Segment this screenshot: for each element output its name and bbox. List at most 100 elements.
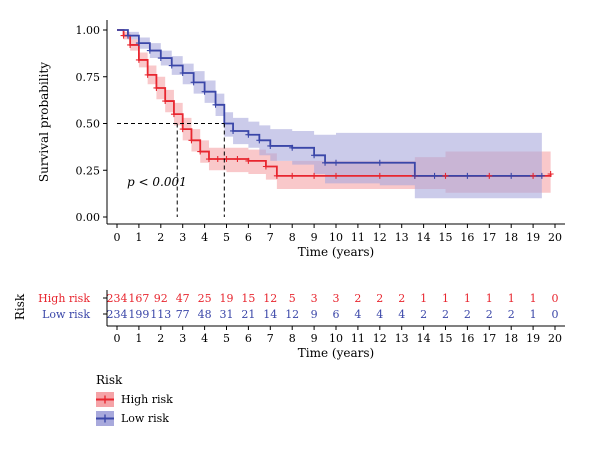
- censor-mark: [212, 101, 219, 108]
- risk-cell-high-risk: 47: [176, 292, 190, 305]
- risk-x-tick-label: 8: [289, 332, 296, 345]
- risk-cell-high-risk: 92: [154, 292, 168, 305]
- median-reference-lines: [117, 123, 225, 217]
- x-tick-label: 17: [482, 231, 496, 244]
- y-tick-label: 0.50: [76, 118, 101, 131]
- censor-mark: [322, 159, 329, 166]
- censor-mark: [486, 172, 493, 179]
- x-tick-label: 4: [201, 231, 208, 244]
- risk-cell-high-risk: 1: [530, 292, 537, 305]
- x-tick-label: 15: [439, 231, 453, 244]
- censor-mark: [273, 172, 280, 179]
- risk-x-tick-label: 11: [351, 332, 365, 345]
- risk-cell-high-risk: 234: [107, 292, 128, 305]
- y-axis-title: Survival probability: [37, 62, 51, 182]
- risk-x-tick-label: 16: [460, 332, 474, 345]
- risk-x-tick-label: 6: [245, 332, 252, 345]
- risk-cell-low-risk: 234: [107, 308, 128, 321]
- censor-mark: [179, 70, 186, 77]
- censor-mark: [179, 126, 186, 133]
- legend-label-high-risk: High risk: [121, 393, 173, 406]
- risk-cell-low-risk: 4: [376, 308, 383, 321]
- risk-cell-high-risk: 167: [128, 292, 149, 305]
- risk-cell-high-risk: 0: [552, 292, 559, 305]
- risk-cell-low-risk: 4: [354, 308, 361, 321]
- risk-cell-low-risk: 6: [333, 308, 340, 321]
- risk-x-tick-label: 7: [267, 332, 274, 345]
- x-tick-label: 9: [311, 231, 318, 244]
- risk-cell-high-risk: 1: [420, 292, 427, 305]
- risk-cell-high-risk: 2: [398, 292, 405, 305]
- risk-row-label-high: High risk: [38, 292, 90, 305]
- censor-mark: [188, 137, 195, 144]
- risk-cell-high-risk: 3: [333, 292, 340, 305]
- band-high-risk: [117, 30, 551, 193]
- censor-mark: [245, 157, 252, 164]
- risk-x-tick-label: 15: [439, 332, 453, 345]
- censor-mark: [245, 131, 252, 138]
- risk-cell-high-risk: 12: [263, 292, 277, 305]
- risk-x-ticks: 0 1 2 3 4 5 6 7 8 9 10 11 12 13 14 15 16 17 18 19 20: [103, 297, 562, 345]
- risk-cell-high-risk: 5: [289, 292, 296, 305]
- risk-cell-low-risk: 2: [508, 308, 515, 321]
- x-tick-label: 3: [179, 231, 186, 244]
- censor-mark: [127, 41, 134, 48]
- risk-cell-high-risk: 15: [241, 292, 255, 305]
- risk-x-axis-title: Time (years): [298, 346, 374, 360]
- x-ticks: 0 1 2 3 4 5 6 7 8 9 10 11 12 13 14 15 16 17 18 19 20: [114, 224, 562, 244]
- risk-cell-low-risk: 14: [263, 308, 277, 321]
- x-tick-label: 5: [223, 231, 230, 244]
- censor-mark: [135, 40, 142, 47]
- risk-x-tick-label: 5: [223, 332, 230, 345]
- risk-x-tick-label: 0: [114, 332, 121, 345]
- censor-mark: [146, 47, 153, 54]
- curve-high-risk: [117, 29, 552, 177]
- x-tick-label: 12: [373, 231, 387, 244]
- x-tick-label: 19: [526, 231, 540, 244]
- censor-mark: [153, 84, 160, 91]
- censor-mark: [205, 156, 212, 163]
- risk-x-tick-label: 4: [201, 332, 208, 345]
- risk-cell-low-risk: 9: [311, 308, 318, 321]
- censor-mark: [170, 111, 177, 118]
- censor-mark: [376, 159, 383, 166]
- risk-table-title: Risk: [13, 293, 27, 320]
- x-tick-label: 16: [460, 231, 474, 244]
- censor-mark: [311, 172, 318, 179]
- x-tick-label: 8: [289, 231, 296, 244]
- risk-x-tick-label: 13: [395, 332, 409, 345]
- y-ticks: 0.00 0.25 0.50 0.75 1.00: [76, 24, 107, 224]
- risk-x-tick-label: 1: [135, 332, 142, 345]
- risk-cell-high-risk: 1: [464, 292, 471, 305]
- x-tick-label: 10: [329, 231, 343, 244]
- legend-label-low-risk: Low risk: [121, 412, 169, 425]
- risk-x-tick-label: 18: [504, 332, 518, 345]
- censor-mark: [289, 172, 296, 179]
- risk-cell-high-risk: 19: [220, 292, 234, 305]
- y-tick-label: 1.00: [76, 24, 101, 37]
- risk-cell-low-risk: 2: [420, 308, 427, 321]
- censor-mark: [442, 172, 449, 179]
- censor-mark: [201, 88, 208, 95]
- risk-cell-high-risk: 2: [354, 292, 361, 305]
- risk-cell-low-risk: 77: [176, 308, 190, 321]
- legend-item-low-risk: Low risk: [96, 411, 169, 426]
- censor-mark: [234, 156, 241, 163]
- censor-mark: [256, 137, 263, 144]
- risk-cell-low-risk: 12: [285, 308, 299, 321]
- censor-mark: [267, 142, 274, 149]
- km-plot: 0.000.250.500.751.00 0 1 2 3 4 5 6 7 8 9 10 11 12 13 1…: [37, 20, 565, 259]
- y-tick-label: 0.25: [76, 164, 101, 177]
- censor-mark: [289, 144, 296, 151]
- risk-cell-high-risk: 1: [508, 292, 515, 305]
- risk-cell-high-risk: 2: [376, 292, 383, 305]
- risk-cell-low-risk: 1: [530, 308, 537, 321]
- legend-censor-plus-icon: [101, 395, 109, 404]
- risk-x-tick-label: 12: [373, 332, 387, 345]
- x-tick-label: 7: [267, 231, 274, 244]
- censor-mark: [157, 55, 164, 62]
- risk-cell-low-risk: 31: [220, 308, 234, 321]
- censor-mark: [144, 71, 151, 78]
- censor-mark: [262, 163, 269, 170]
